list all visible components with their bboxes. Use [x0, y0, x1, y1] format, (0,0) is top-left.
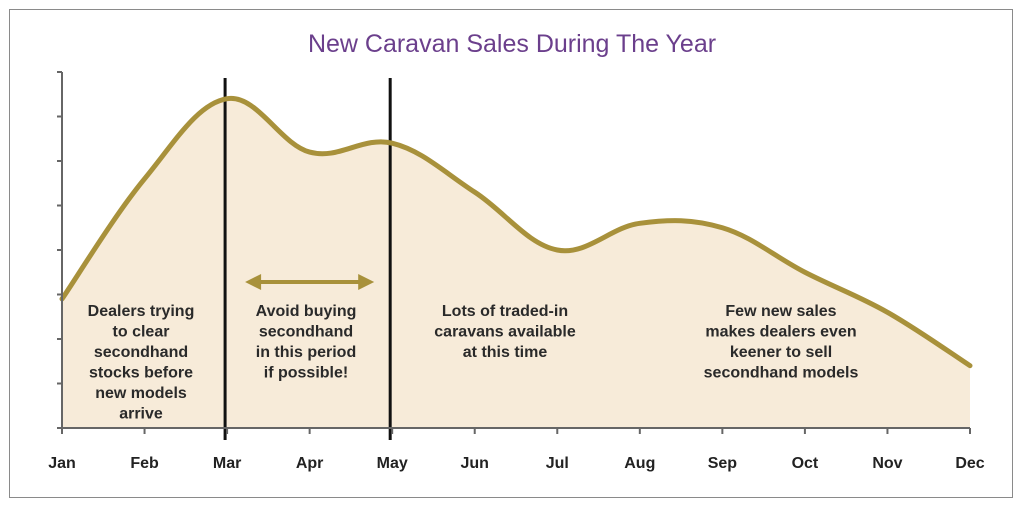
x-tick-label: Feb: [130, 455, 159, 472]
annotation-line: stocks before: [89, 365, 193, 382]
chart-title: New Caravan Sales During The Year: [308, 30, 716, 58]
annotation-line: arrive: [119, 406, 163, 423]
annotation-line: if possible!: [264, 365, 348, 382]
annotation-line: new models: [95, 385, 187, 402]
annotation-line: keener to sell: [730, 344, 832, 361]
annotation: Few new sales makes dealers even keener to…: [704, 303, 859, 382]
annotation-line: secondhand: [259, 324, 353, 341]
x-tick-label: Mar: [213, 455, 241, 472]
annotation: Avoid buying secondhand in this period if p…: [256, 303, 357, 382]
x-tick-label: Aug: [624, 455, 655, 472]
sales-line: [59, 96, 973, 369]
annotation-line: caravans available: [434, 324, 576, 341]
annotation-line: to clear: [113, 324, 170, 341]
annotation: Dealers trying to clear secondhand stocks b…: [88, 303, 195, 423]
x-tick-label: Nov: [872, 455, 902, 472]
annotation-line: Few new sales: [725, 303, 836, 320]
annotation-line: in this period: [256, 344, 356, 361]
x-tick-label: Dec: [955, 455, 984, 472]
x-tick-label: Jul: [546, 455, 569, 472]
annotation-line: secondhand models: [704, 365, 859, 382]
arrow-head-right-icon: [358, 274, 375, 290]
annotation-line: at this time: [463, 344, 548, 361]
x-tick-label: Apr: [296, 455, 324, 472]
annotation: Lots of traded-in caravans available at th…: [434, 303, 576, 361]
x-tick-label: May: [377, 455, 408, 472]
x-tick-label: Sep: [708, 455, 738, 472]
annotation-line: Lots of traded-in: [442, 303, 568, 320]
annotation-line: Avoid buying: [256, 303, 357, 320]
annotation-line: Dealers trying: [88, 303, 195, 320]
x-tick-label: Jun: [461, 455, 489, 472]
annotation-line: secondhand: [94, 344, 188, 361]
x-tick-label: Oct: [792, 455, 819, 472]
sales-area-fill: [62, 98, 970, 428]
arrow-head-left-icon: [245, 274, 262, 290]
annotation-line: makes dealers even: [705, 324, 856, 341]
x-tick-label: Jan: [48, 455, 76, 472]
